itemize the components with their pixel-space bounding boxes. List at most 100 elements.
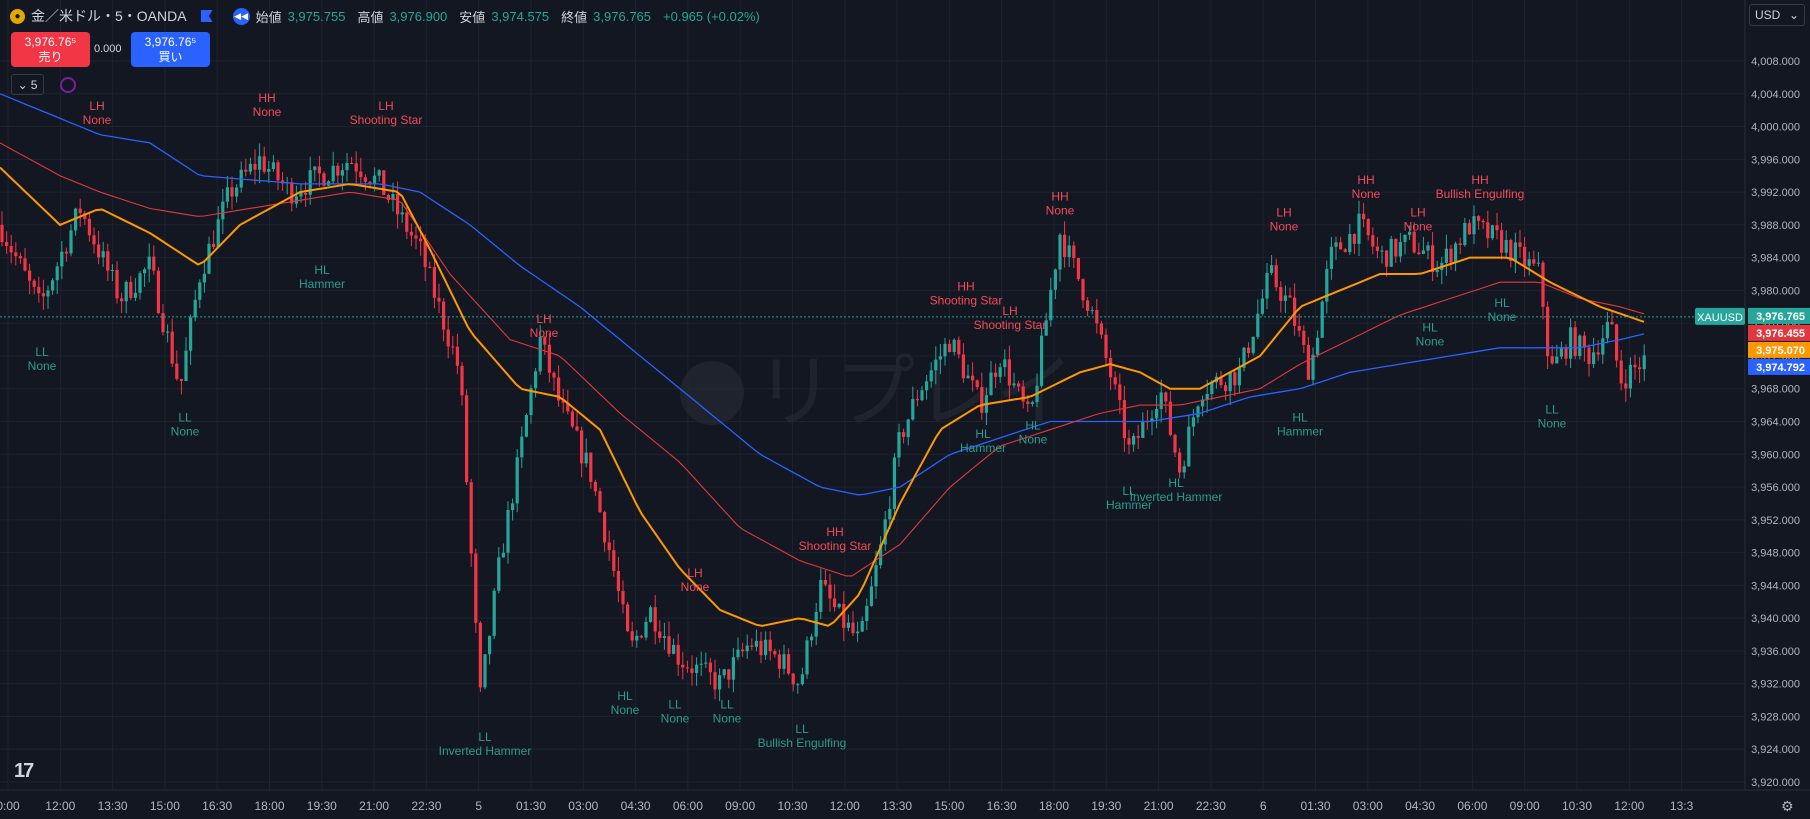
- candle-body: [552, 372, 556, 378]
- candle-body: [1592, 352, 1596, 365]
- candle-body: [216, 219, 220, 248]
- candle-body: [391, 194, 395, 200]
- candle-body: [51, 280, 55, 291]
- candle-body: [948, 343, 952, 352]
- pattern-label-type: HH: [258, 91, 275, 105]
- candle-body: [612, 550, 616, 571]
- candle-body: [699, 663, 703, 665]
- close-label: 終値: [561, 9, 588, 25]
- candle-body: [1173, 434, 1177, 453]
- currency-select[interactable]: USD ⌄: [1749, 4, 1805, 26]
- candle-body: [350, 162, 354, 164]
- candle-body: [823, 580, 827, 585]
- candle-body: [626, 604, 630, 632]
- candle-body: [198, 282, 202, 300]
- pattern-label-name: None: [661, 711, 690, 725]
- candle-body: [1219, 376, 1223, 386]
- x-tick-label: 22:30: [411, 799, 441, 813]
- candle-body: [115, 269, 119, 299]
- high-value: 3,976.900: [389, 8, 448, 24]
- interval-toggle[interactable]: ⌄ 5: [11, 74, 44, 95]
- candle-body: [1458, 243, 1462, 246]
- x-tick-label: 21:00: [1144, 799, 1174, 813]
- pattern-label-name: Hammer: [1106, 498, 1152, 512]
- pattern-label-type: HH: [957, 279, 974, 293]
- replay-rewind-icon[interactable]: ◀◀: [232, 7, 250, 25]
- candle-body: [639, 635, 643, 638]
- x-tick-label: 15:00: [934, 799, 964, 813]
- x-tick-label: 01:30: [1300, 799, 1330, 813]
- pattern-label-name: Shooting Star: [799, 539, 872, 553]
- candle-body: [1242, 347, 1246, 368]
- candle-body: [1408, 231, 1412, 235]
- pattern-label-type: LL: [1545, 402, 1559, 416]
- y-tick-label: 3,956.000: [1751, 482, 1800, 494]
- candle-body: [515, 457, 519, 504]
- candle-body: [883, 519, 887, 545]
- candle-body: [1596, 352, 1600, 355]
- buy-button[interactable]: 3,976.76⁵ 買い: [131, 32, 210, 67]
- candle-body: [1099, 323, 1103, 335]
- candle-body: [244, 169, 248, 172]
- candle-body: [800, 674, 804, 685]
- candle-body: [106, 251, 110, 271]
- pattern-label-name: None: [1488, 310, 1517, 324]
- price-tag-text: 3,976.455: [1756, 328, 1805, 340]
- candle-body: [570, 411, 574, 427]
- pattern-label-type: LL: [1122, 484, 1136, 498]
- candle-body: [299, 193, 303, 197]
- candle-body: [308, 170, 312, 195]
- y-tick-label: 4,004.000: [1751, 89, 1800, 101]
- pattern-label-name: None: [1404, 220, 1433, 234]
- candle-body: [1610, 321, 1614, 325]
- pattern-label-name: Inverted Hammer: [1130, 490, 1223, 504]
- candle-body: [745, 645, 749, 652]
- candle-body: [1467, 223, 1471, 235]
- x-tick-label: 03:00: [1353, 799, 1383, 813]
- sell-button[interactable]: 3,976.76⁵ 売り: [11, 32, 90, 67]
- candle-body: [166, 331, 170, 333]
- pattern-label-name: None: [1416, 334, 1445, 348]
- candle-body: [313, 166, 317, 171]
- pattern-label-name: None: [253, 105, 282, 119]
- y-tick-label: 3,948.000: [1751, 548, 1800, 560]
- candle-body: [1578, 335, 1582, 357]
- candle-body: [253, 163, 257, 170]
- candle-body: [455, 346, 459, 366]
- price-tag: [1748, 341, 1810, 358]
- symbol-title[interactable]: 金／米ドル・5・OANDA: [31, 8, 187, 24]
- candle-body: [989, 372, 993, 396]
- candle-body: [0, 224, 4, 243]
- candle-body: [1320, 301, 1324, 338]
- candle-body: [193, 299, 197, 318]
- candle-body: [1311, 354, 1315, 380]
- pattern-label-type: HH: [826, 525, 843, 539]
- candle-body: [846, 622, 850, 628]
- flag-icon[interactable]: [200, 10, 213, 22]
- candle-body: [621, 590, 625, 605]
- candle-body: [589, 452, 593, 482]
- sync-icon[interactable]: [60, 77, 76, 93]
- pattern-label-type: HL: [1292, 411, 1308, 425]
- x-tick-label: 13:30: [882, 799, 912, 813]
- candle-body: [681, 664, 685, 668]
- candle-body: [1513, 242, 1517, 261]
- pattern-label-name: Inverted Hammer: [439, 744, 532, 758]
- candle-body: [534, 371, 538, 389]
- candle-body: [1109, 358, 1113, 378]
- x-tick-label: 06:00: [673, 799, 703, 813]
- candle-body: [87, 218, 91, 236]
- x-tick-label: 12:00: [1614, 799, 1644, 813]
- candle-body: [1334, 242, 1338, 247]
- candle-body: [331, 165, 335, 182]
- y-tick-label: 3,996.000: [1751, 154, 1800, 166]
- candle-body: [994, 372, 998, 377]
- candle-body: [851, 622, 855, 634]
- candle-body: [1293, 297, 1297, 326]
- candle-body: [221, 201, 225, 220]
- candle-body: [1021, 386, 1025, 402]
- candle-body: [1049, 289, 1053, 321]
- pattern-label-name: Hammer: [299, 277, 345, 291]
- gear-icon[interactable]: ⚙: [1781, 798, 1794, 814]
